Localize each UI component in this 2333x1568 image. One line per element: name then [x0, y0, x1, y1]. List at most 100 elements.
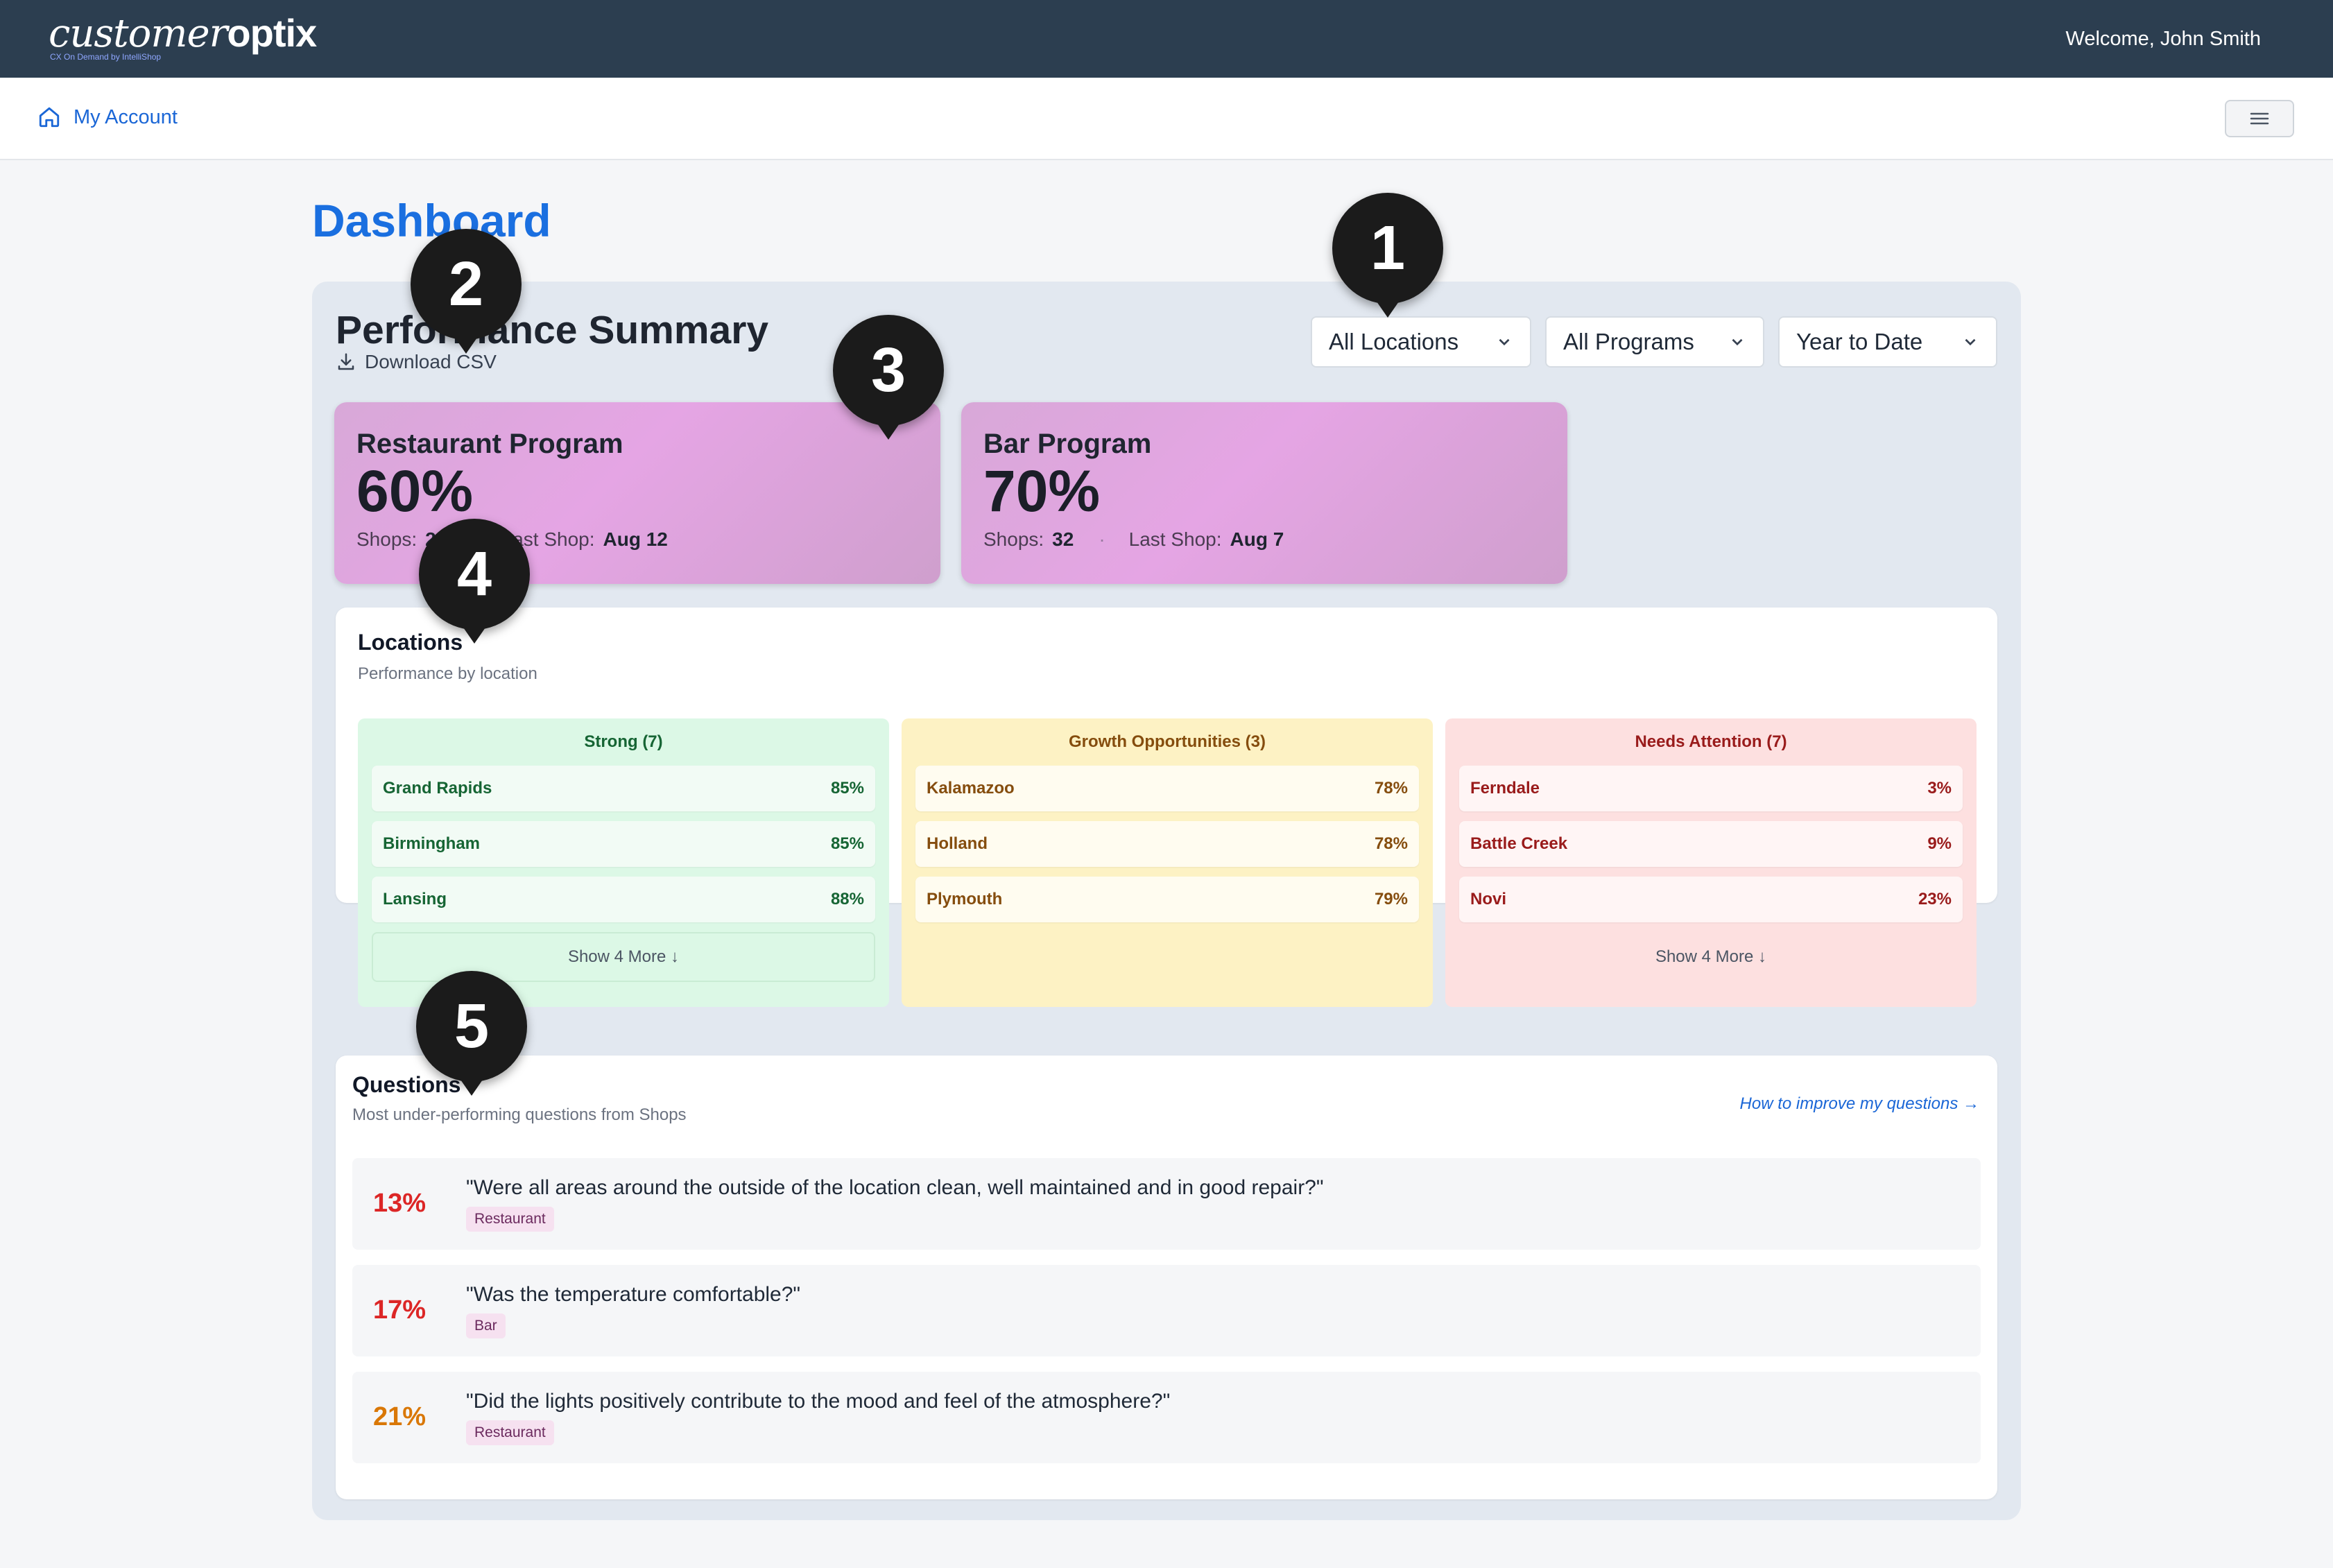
program-score: 70% [983, 458, 1101, 524]
question-score: 21% [373, 1402, 427, 1431]
program-tag: Bar [466, 1313, 506, 1338]
separator-dot: · [1099, 528, 1105, 550]
questions-title: Questions [352, 1072, 461, 1097]
welcome-message: Welcome, John Smith [2065, 28, 2261, 50]
location-row[interactable]: Battle Creek 9% [1459, 821, 1963, 867]
last-shop-date: Aug 12 [603, 528, 668, 550]
location-row[interactable]: Plymouth 79% [915, 877, 1419, 922]
callout-badge-4: 4 [419, 519, 530, 644]
question-row[interactable]: 17% "Was the temperature comfortable?" B… [352, 1265, 1981, 1356]
column-title: Strong (7) [584, 732, 663, 751]
location-name: Lansing [383, 890, 447, 908]
column-title: Growth Opportunities (3) [1069, 732, 1266, 751]
question-text: "Did the lights positively contribute to… [466, 1390, 1171, 1413]
location-row[interactable]: Birmingham 85% [372, 821, 875, 867]
program-tag: Restaurant [466, 1207, 554, 1232]
location-name: Birmingham [383, 834, 481, 853]
location-name: Plymouth [927, 890, 1003, 908]
question-text: "Was the temperature comfortable?" [466, 1283, 801, 1306]
location-filter-select[interactable]: All Locations [1311, 316, 1531, 368]
locations-title: Locations [358, 630, 463, 655]
location-score: 23% [1918, 890, 1952, 908]
shops-label: Shops: [983, 528, 1044, 550]
question-score: 17% [373, 1295, 427, 1325]
chevron-down-icon [1499, 338, 1510, 346]
performance-summary-title: Performance Summary [336, 308, 769, 352]
shops-label: Shops: [356, 528, 417, 550]
callout-badge-2: 2 [411, 229, 522, 354]
chevron-down-icon [1965, 338, 1976, 346]
program-card-bar[interactable]: Bar Program 70% Shops: 32 · Last Shop: A… [961, 402, 1567, 584]
questions-card: Questions Most under-performing question… [336, 1056, 1997, 1499]
question-text: "Were all areas around the outside of th… [466, 1176, 1324, 1199]
shops-count: 32 [1052, 528, 1074, 550]
performance-summary-panel: Performance Summary Download CSV All Loc… [312, 282, 2021, 1520]
program-name: Bar Program [983, 429, 1152, 459]
locations-subtitle: Performance by location [358, 664, 537, 683]
column-title: Needs Attention (7) [1635, 732, 1787, 751]
program-score: 60% [356, 458, 474, 524]
location-score: 9% [1927, 834, 1952, 853]
location-filter-value: All Locations [1329, 329, 1459, 354]
filter-bar: All Locations All Programs Year to Date [1311, 316, 1997, 368]
my-account-label: My Account [74, 105, 178, 128]
location-score: 79% [1374, 890, 1408, 908]
program-filter-select[interactable]: All Programs [1545, 316, 1764, 368]
download-icon [338, 353, 354, 370]
location-score: 78% [1374, 834, 1408, 853]
location-row[interactable]: Holland 78% [915, 821, 1419, 867]
location-name: Ferndale [1470, 779, 1540, 798]
location-row[interactable]: Lansing 88% [372, 877, 875, 922]
location-score: 88% [830, 890, 864, 908]
location-row[interactable]: Ferndale 3% [1459, 766, 1963, 811]
program-meta: Shops: 32 · Last Shop: Aug 7 [983, 528, 1545, 551]
show-more-button[interactable]: Show 4 More ↓ [372, 932, 875, 982]
program-name: Restaurant Program [356, 429, 623, 459]
brand-logo[interactable]: customeroptix CX On Demand by IntelliSho… [49, 11, 317, 62]
chevron-down-icon [1732, 338, 1743, 346]
callout-badge-1: 1 [1332, 193, 1443, 318]
callout-badge-3: 3 [833, 315, 944, 440]
program-filter-value: All Programs [1563, 329, 1694, 354]
download-csv-link[interactable]: Download CSV [336, 351, 497, 373]
hamburger-menu-icon [2250, 112, 2269, 125]
my-account-link[interactable]: My Account [37, 105, 178, 129]
last-shop-date: Aug 7 [1230, 528, 1284, 550]
date-range-filter-value: Year to Date [1796, 329, 1923, 354]
download-csv-label: Download CSV [365, 351, 497, 372]
location-name: Kalamazoo [927, 779, 1015, 798]
growth-opportunities-column: Growth Opportunities (3) Kalamazoo 78% Ho… [902, 718, 1433, 1007]
questions-subtitle: Most under-performing questions from Sho… [352, 1105, 687, 1124]
show-more-button[interactable]: Show 4 More ↓ [1655, 947, 1767, 966]
location-name: Novi [1470, 890, 1507, 908]
location-score: 85% [830, 779, 864, 798]
location-row[interactable]: Kalamazoo 78% [915, 766, 1419, 811]
logo-bold-text: optix [227, 11, 317, 55]
home-icon [39, 107, 60, 128]
last-shop-label: Last Shop: [1128, 528, 1222, 550]
top-bar: customeroptix CX On Demand by IntelliSho… [0, 0, 2333, 78]
location-name: Grand Rapids [383, 779, 492, 798]
logo-light-text: customer [49, 11, 227, 56]
location-score: 3% [1927, 779, 1952, 798]
location-row[interactable]: Grand Rapids 85% [372, 766, 875, 811]
callout-badge-5: 5 [416, 971, 527, 1096]
location-name: Battle Creek [1470, 834, 1568, 853]
location-score: 78% [1374, 779, 1408, 798]
question-row[interactable]: 13% "Were all areas around the outside o… [352, 1158, 1981, 1250]
location-row[interactable]: Novi 23% [1459, 877, 1963, 922]
logo-tagline: CX On Demand by IntelliShop [50, 52, 162, 62]
question-score: 13% [373, 1189, 427, 1218]
account-bar: My Account [0, 78, 2333, 160]
program-tag: Restaurant [466, 1420, 554, 1445]
improve-questions-link[interactable]: How to improve my questions → [1739, 1094, 1979, 1113]
needs-attention-column: Needs Attention (7) Ferndale 3% Battle Cr… [1445, 718, 1977, 1007]
location-name: Holland [927, 834, 988, 853]
date-range-filter-select[interactable]: Year to Date [1778, 316, 1997, 368]
page-title: Dashboard [312, 195, 551, 246]
question-row[interactable]: 21% "Did the lights positively contribut… [352, 1372, 1981, 1463]
strong-locations-column: Strong (7) Grand Rapids 85% Birmingham 85%… [358, 718, 889, 1007]
menu-button[interactable] [2225, 100, 2294, 137]
location-score: 85% [830, 834, 864, 853]
locations-card: Locations Performance by location Strong… [336, 608, 1997, 1007]
